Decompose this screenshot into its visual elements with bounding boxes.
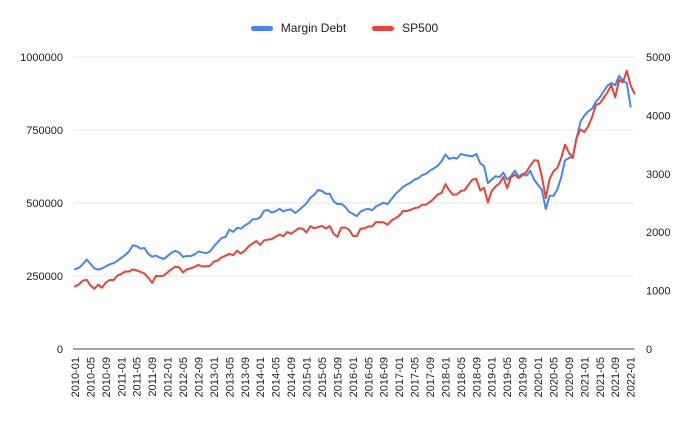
x-axis-tick-label: 2012-01 (163, 357, 175, 397)
right-axis-tick-label: 4000 (646, 110, 670, 122)
chart-legend: Margin Debt SP500 (0, 19, 689, 37)
x-axis-tick-label: 2010-01 (70, 357, 82, 397)
x-axis-tick-label: 2021-05 (595, 357, 607, 397)
right-axis-tick-label: 0 (646, 344, 652, 356)
series-line-margin-debt (74, 74, 632, 271)
left-axis-tick-label: 1000000 (20, 52, 63, 64)
x-axis-tick-label: 2018-09 (471, 357, 483, 397)
x-axis-tick-label: 2012-05 (178, 357, 190, 397)
x-axis-tick-label: 2016-05 (363, 357, 375, 397)
x-axis-tick-label: 2019-01 (487, 357, 499, 397)
x-axis-tick-label: 2016-09 (379, 357, 391, 397)
right-axis-tick-label: 1000 (646, 286, 670, 298)
x-axis-tick-label: 2011-05 (132, 357, 144, 397)
x-axis-tick-label: 2014-05 (271, 357, 283, 397)
x-axis-tick-label: 2020-05 (548, 357, 560, 397)
legend-label-margin-debt: Margin Debt (280, 21, 347, 35)
x-axis-tick-label: 2013-09 (240, 357, 252, 397)
x-axis-tick-label: 2011-09 (147, 357, 159, 397)
x-axis-tick-label: 2018-05 (456, 357, 468, 397)
x-axis-tick-label: 2015-09 (332, 357, 344, 397)
left-axis-tick-label: 250000 (26, 271, 63, 283)
legend-item-margin-debt[interactable]: Margin Debt (250, 21, 347, 35)
series-line-sp500 (74, 69, 636, 290)
sp500-swatch-icon (372, 25, 395, 31)
legend-label-sp500: SP500 (402, 21, 439, 35)
legend-item-sp500[interactable]: SP500 (372, 22, 438, 34)
x-axis-tick-label: 2013-01 (209, 357, 221, 397)
x-axis-tick-label: 2021-01 (579, 357, 591, 397)
x-axis-tick-label: 2014-01 (255, 357, 267, 397)
x-axis-tick-label: 2017-01 (394, 357, 406, 397)
x-axis-tick-label: 2017-09 (425, 357, 437, 397)
right-axis-tick-label: 2000 (646, 227, 670, 239)
x-axis-tick-label: 2016-01 (348, 357, 360, 397)
x-axis-tick-label: 2019-09 (518, 357, 530, 397)
x-axis-tick-label: 2014-09 (286, 357, 298, 397)
x-axis-tick-label: 2015-01 (302, 357, 314, 397)
x-axis-tick-label: 2018-01 (440, 357, 452, 397)
x-axis-tick-label: 2013-05 (224, 357, 236, 397)
x-axis-tick-label: 2021-09 (610, 357, 622, 397)
x-axis-tick-label: 2010-05 (85, 357, 97, 397)
x-axis-tick-label: 2020-01 (533, 357, 545, 397)
x-axis-tick-label: 2017-05 (410, 357, 422, 397)
x-axis-tick-label: 2019-05 (502, 357, 514, 397)
x-axis-tick-label: 2010-09 (101, 357, 113, 397)
x-axis-tick-label: 2011-01 (116, 357, 128, 397)
right-axis-tick-label: 5000 (646, 52, 670, 64)
x-axis-tick-label: 2012-09 (193, 357, 205, 397)
x-axis-tick-label: 2022-01 (626, 357, 638, 397)
right-axis-tick-label: 3000 (646, 169, 670, 181)
x-axis-tick-label: 2020-09 (564, 357, 576, 397)
margin-debt-swatch-icon (250, 25, 273, 31)
left-axis-tick-label: 500000 (26, 198, 63, 210)
left-axis-tick-label: 0 (57, 344, 63, 356)
left-axis-tick-label: 750000 (26, 125, 63, 137)
x-axis-tick-label: 2015-05 (317, 357, 329, 397)
